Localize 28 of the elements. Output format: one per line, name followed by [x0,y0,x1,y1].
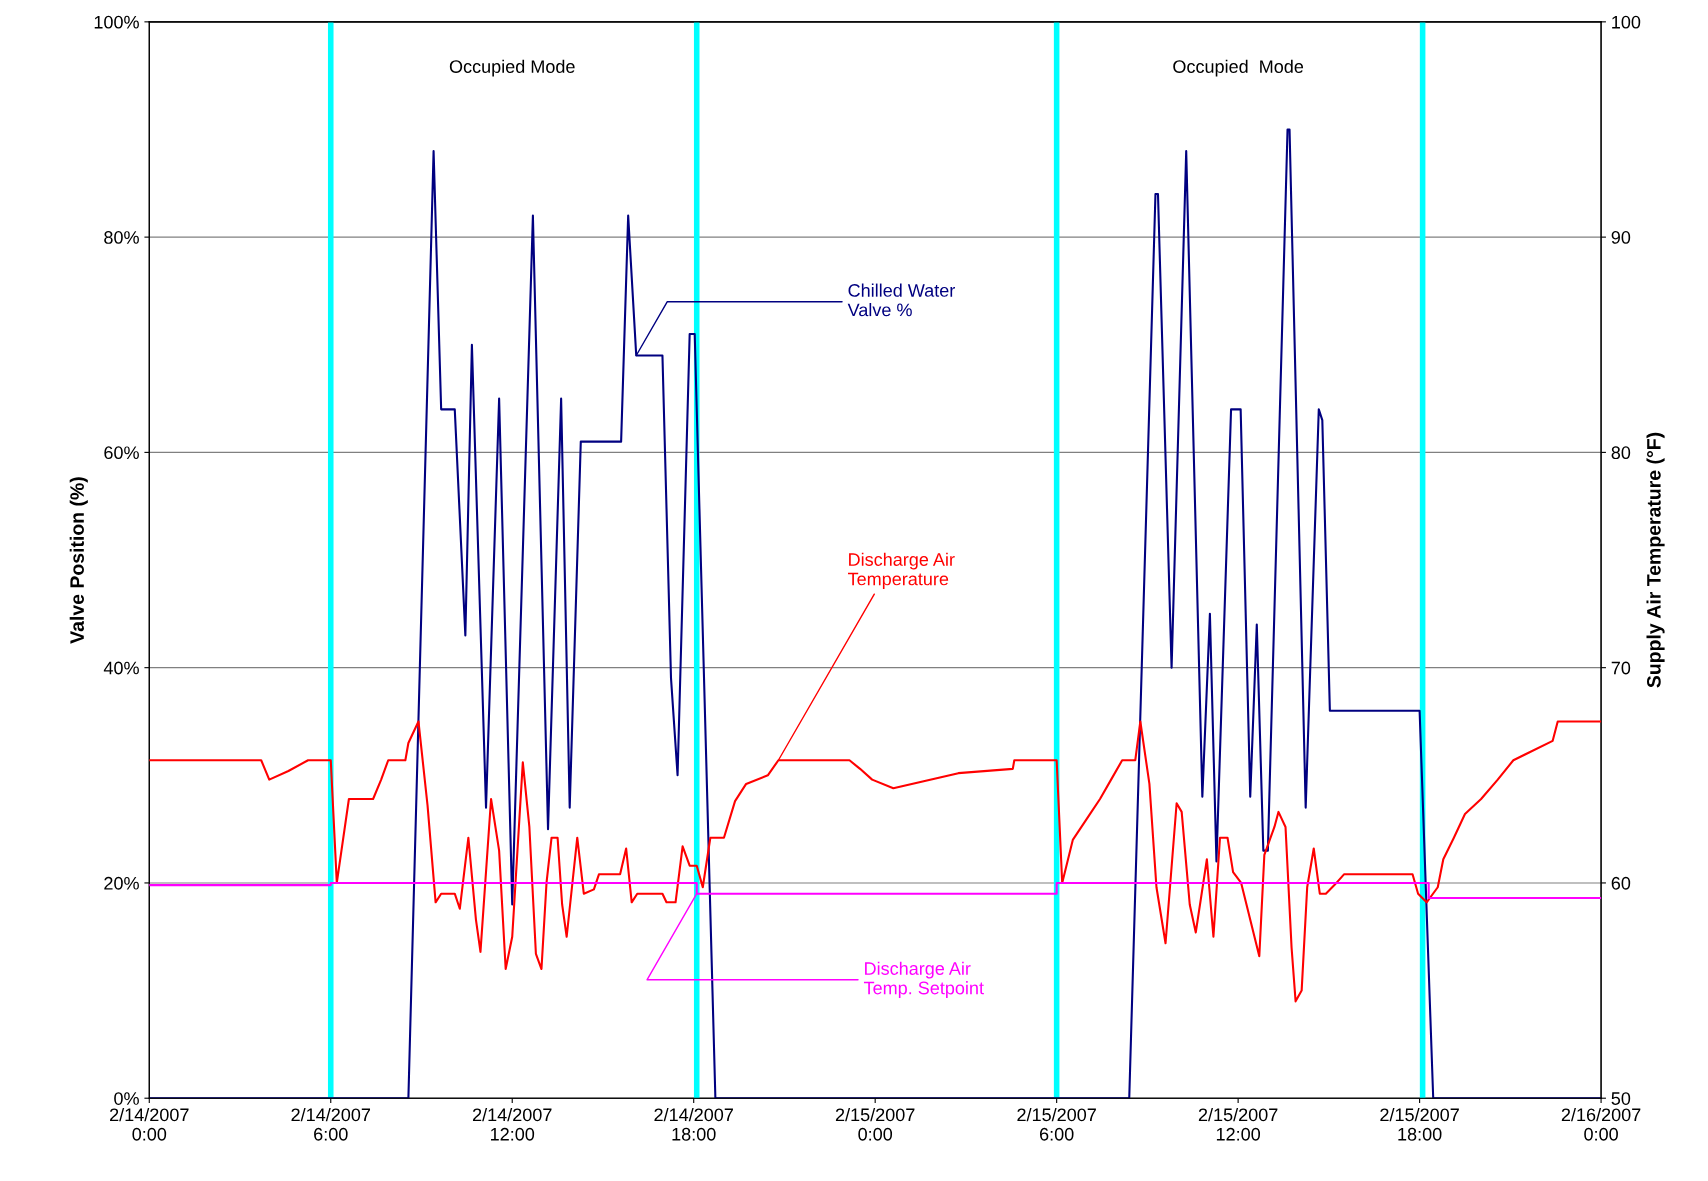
annotation: Occupied Mode [1173,59,1304,77]
y-tick-label: 0% [114,1092,139,1105]
y2-tick-label: 80 [1611,446,1631,460]
y-tick-label: 20% [104,876,139,890]
x-tick-label: 2/14/2007 18:00 [654,1107,733,1141]
x-tick-label: 2/15/2007 18:00 [1380,1107,1459,1141]
y2-tick-label: 100 [1612,15,1641,29]
y-axis-title: Valve Position (%) [69,477,88,644]
y2-tick-label: 70 [1611,661,1631,675]
y2-tick-label: 90 [1611,231,1631,244]
y-tick-label: 100% [94,15,139,29]
y2-axis-title: Supply Air Temperature (°F) [1646,432,1665,688]
text: Chilled Water Valve % [847,283,955,317]
annotation: Occupied Mode [449,59,575,77]
x-tick-label: 2/15/2007 0:00 [835,1107,915,1141]
y2-tick-label: 60 [1611,876,1631,890]
y-tick-label: 80% [104,231,139,244]
y-tick-label: 40% [103,661,139,675]
text: Discharge Air Temp. Setpoint [863,961,984,998]
y-tick-label: 60% [104,446,139,460]
y2-tick-label: 50 [1611,1092,1631,1105]
x-tick-label: 2/14/2007 6:00 [291,1107,371,1141]
x-tick-label: 2/15/2007 12:00 [1198,1107,1278,1141]
x-tick-label: 2/15/2007 6:00 [1017,1107,1096,1141]
text: Discharge Air Temperature [848,552,955,589]
x-tick-label: 2/16/2007 0:00 [1561,1107,1641,1141]
x-tick-label: 2/14/2007 0:00 [110,1107,189,1141]
x-tick-label: 2/14/2007 12:00 [472,1107,552,1141]
